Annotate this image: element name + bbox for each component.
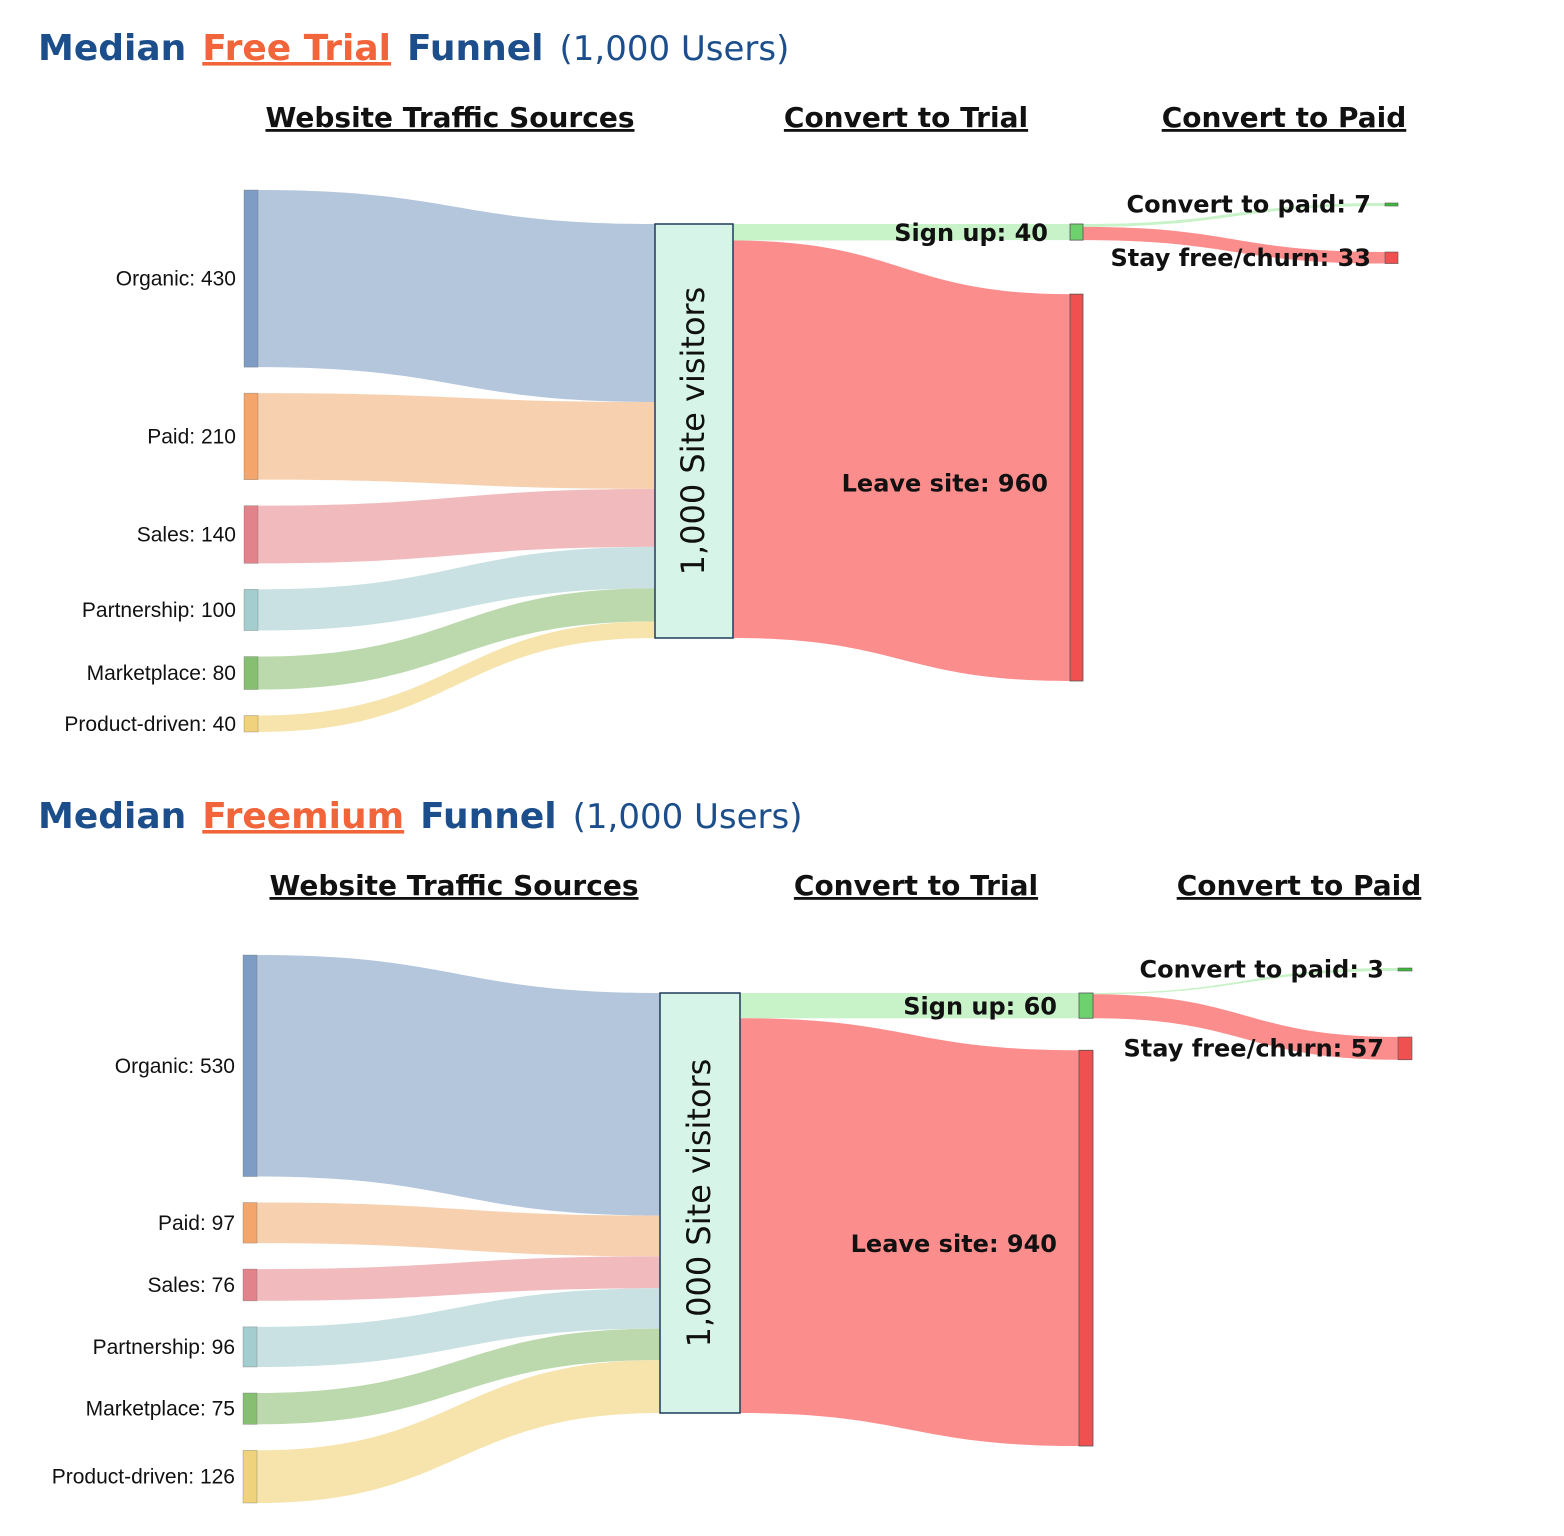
node-stay-free-churn (1397, 1036, 1413, 1061)
label-convert-to-paid: Convert to paid: 7 (1126, 191, 1371, 219)
flow-paid (258, 393, 655, 489)
flow-sign-up (733, 224, 1070, 241)
node-convert-to-paid (1384, 202, 1399, 207)
label-marketplace: Marketplace: 80 (87, 662, 236, 685)
node-marketplace (242, 1392, 258, 1425)
nodes (243, 189, 1399, 733)
node-organic (242, 954, 258, 1177)
free-trial-sankey: Organic: 430 Paid: 210 Sales: 140 Partnersh… (64, 189, 1399, 736)
node-sign-up (1069, 223, 1084, 241)
chart-title: Median Free Trial Funnel (1,000 Users) (38, 28, 789, 69)
title-accent: Free Trial (202, 28, 391, 69)
flow-convert-to-paid (1083, 203, 1385, 227)
label-organic: Organic: 430 (116, 268, 236, 291)
label-sign-up: Sign up: 40 (894, 219, 1048, 247)
flow-product-driven (257, 1360, 660, 1503)
node-partnership (242, 1326, 258, 1368)
flow-paid (257, 1202, 660, 1257)
label-product-driven: Product-driven: 126 (52, 1466, 235, 1489)
label-organic: Organic: 530 (115, 1055, 235, 1078)
column-header-paid: Convert to Paid (1162, 101, 1407, 134)
label-site-visitors: 1,000 Site visitors (680, 1059, 718, 1348)
labels: Organic: 430 Paid: 210 Sales: 140 Partnersh… (64, 191, 1371, 736)
title-suffix: Funnel (420, 796, 556, 837)
flows (258, 190, 1385, 732)
title-note: (1,000 Users) (559, 29, 789, 69)
flow-convert-to-paid (1093, 968, 1398, 995)
node-partnership (243, 589, 259, 631)
node-product-driven (242, 1450, 258, 1504)
label-leave-site: Leave site: 960 (842, 470, 1048, 498)
column-header-sources: Website Traffic Sources (265, 101, 634, 134)
freemium-funnel: Median Freemium Funnel (1,000 Users) Web… (38, 796, 1422, 1504)
flow-organic (257, 955, 660, 1216)
label-sales: Sales: 76 (147, 1274, 235, 1297)
flow-sales (258, 488, 655, 564)
column-header-trial: Convert to Trial (794, 869, 1038, 902)
free-trial-funnel: Median Free Trial Funnel (1,000 Users) W… (38, 28, 1406, 736)
flow-sales (257, 1256, 660, 1301)
label-sales: Sales: 140 (137, 524, 236, 547)
title-prefix: Median (38, 28, 186, 69)
label-partnership: Partnership: 96 (93, 1336, 235, 1359)
chart-title: Median Freemium Funnel (1,000 Users) (38, 796, 803, 837)
label-product-driven: Product-driven: 40 (64, 713, 236, 736)
node-organic (243, 189, 259, 368)
node-paid (243, 392, 259, 480)
label-site-visitors: 1,000 Site visitors (674, 287, 712, 576)
label-partnership: Partnership: 100 (82, 599, 236, 622)
label-marketplace: Marketplace: 75 (86, 1398, 235, 1421)
labels: Organic: 530 Paid: 97 Sales: 76 Partnership… (52, 956, 1384, 1489)
flow-partnership (258, 546, 655, 631)
column-header-paid: Convert to Paid (1177, 869, 1422, 902)
flow-stay-free-churn (1093, 994, 1398, 1060)
flow-leave-site (740, 1018, 1079, 1446)
flow-stay-free-churn (1083, 226, 1385, 264)
flow-organic (258, 190, 655, 403)
column-header-trial: Convert to Trial (784, 101, 1028, 134)
node-marketplace (243, 656, 259, 690)
node-leave-site (1069, 293, 1084, 682)
nodes (242, 954, 1413, 1504)
node-site-visitors (659, 992, 741, 1414)
node-sign-up (1078, 992, 1094, 1019)
flow-sign-up (740, 993, 1079, 1019)
freemium-sankey: Organic: 530 Paid: 97 Sales: 76 Partnership… (52, 954, 1413, 1504)
title-accent: Freemium (202, 796, 404, 837)
node-sales (242, 1268, 258, 1302)
label-leave-site: Leave site: 940 (851, 1230, 1057, 1258)
flow-marketplace (258, 588, 655, 690)
flow-leave-site (733, 240, 1070, 681)
title-prefix: Median (38, 796, 186, 837)
node-product-driven (243, 715, 259, 733)
label-stay-free-churn: Stay free/churn: 57 (1124, 1034, 1384, 1062)
node-convert-to-paid (1397, 967, 1413, 972)
label-paid: Paid: 210 (147, 425, 236, 448)
title-note: (1,000 Users) (573, 797, 803, 837)
column-header-sources: Website Traffic Sources (269, 869, 638, 902)
label-convert-to-paid: Convert to paid: 3 (1139, 956, 1384, 984)
flow-partnership (257, 1288, 660, 1367)
node-sales (243, 505, 259, 564)
node-site-visitors (654, 223, 734, 639)
flow-marketplace (257, 1328, 660, 1425)
node-leave-site (1078, 1049, 1094, 1447)
node-stay-free-churn (1384, 251, 1399, 264)
node-paid (242, 1202, 258, 1244)
label-sign-up: Sign up: 60 (903, 993, 1057, 1021)
flow-product-driven (258, 621, 655, 732)
title-suffix: Funnel (407, 28, 543, 69)
label-paid: Paid: 97 (158, 1212, 235, 1235)
label-stay-free-churn: Stay free/churn: 33 (1111, 244, 1371, 272)
flows (257, 955, 1398, 1503)
